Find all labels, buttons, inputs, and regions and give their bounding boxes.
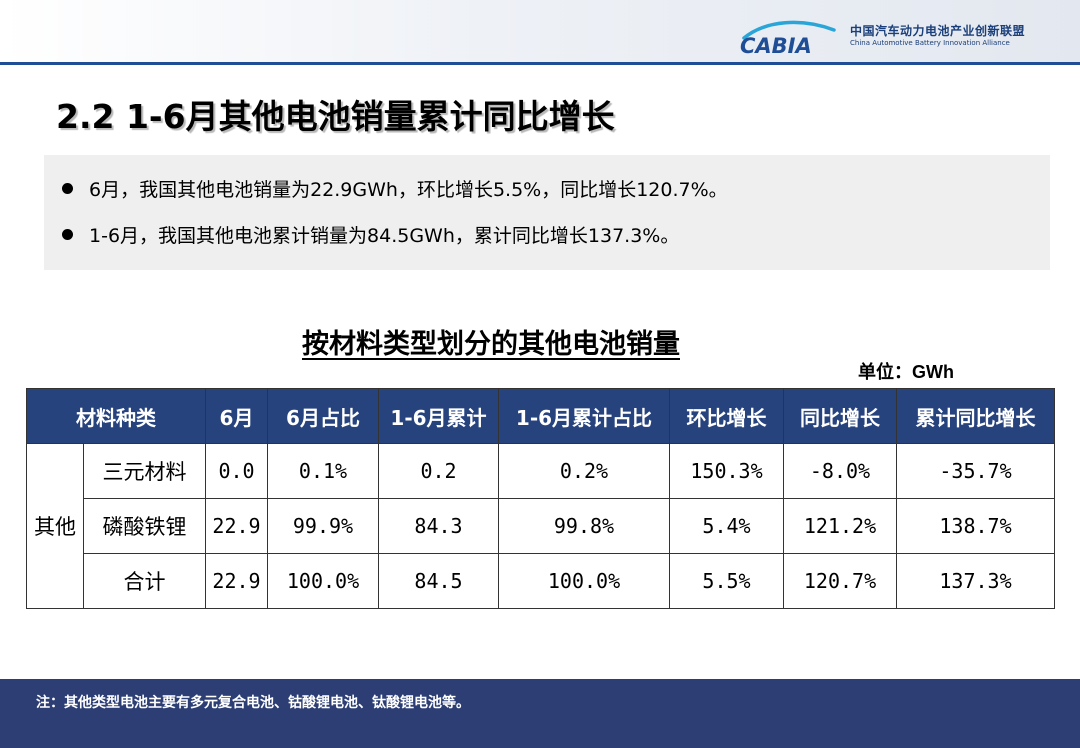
column-header: 材料种类 [26,388,206,444]
table-cell: 100.0% [498,553,670,609]
table-cell: 0.0 [205,443,268,499]
table-row: 磷酸铁锂 22.9 99.9% 84.3 99.8% 5.4% 121.2% 1… [27,498,1055,554]
column-header: 1-6月累计占比 [498,388,670,444]
column-header: 1-6月累计 [378,388,499,444]
page-title: 2.2 1-6月其他电池销量累计同比增长 [56,97,615,136]
table-cell: 121.2% [783,498,897,554]
column-header: 6月 [205,388,268,444]
header-divider [0,62,1080,65]
table-cell: 0.2% [498,443,670,499]
table-cell: 0.1% [267,443,379,499]
bullet-dot-icon [62,229,73,240]
column-header: 累计同比增长 [896,388,1055,444]
group-label: 其他 [26,443,84,609]
table-cell: 5.5% [669,553,784,609]
logo-wordmark: CABIA [740,34,812,56]
table-cell: 0.2 [378,443,499,499]
material-cell: 三元材料 [83,443,206,499]
table-title: 按材料类型划分的其他电池销量 [302,329,680,360]
table-header-row: 材料种类 6月 6月占比 1-6月累计 1-6月累计占比 环比增长 同比增长 累… [26,388,1055,444]
org-name-en: China Automotive Battery Innovation Alli… [850,39,1010,47]
bullet-dot-icon [62,183,73,194]
column-header: 同比增长 [783,388,897,444]
summary-bullet: 1-6月，我国其他电池累计销量为84.5GWh，累计同比增长137.3%。 [62,221,679,248]
summary-bullet-text: 6月，我国其他电池销量为22.9GWh，环比增长5.5%，同比增长120.7%。 [89,179,728,201]
column-header: 6月占比 [267,388,379,444]
car-logo-icon: CABIA [740,20,836,56]
table-cell: -8.0% [783,443,897,499]
summary-box: 6月，我国其他电池销量为22.9GWh，环比增长5.5%，同比增长120.7%。… [44,155,1050,270]
summary-bullet: 6月，我国其他电池销量为22.9GWh，环比增长5.5%，同比增长120.7%。 [62,175,728,202]
header-band [0,0,1080,62]
table-cell: 138.7% [896,498,1055,554]
table-cell: 99.8% [498,498,670,554]
material-cell: 合计 [83,553,206,609]
table-cell: 22.9 [205,553,268,609]
summary-bullet-text: 1-6月，我国其他电池累计销量为84.5GWh，累计同比增长137.3%。 [89,225,680,247]
material-cell: 磷酸铁锂 [83,498,206,554]
cabia-logo: CABIA 中国汽车动力电池产业创新联盟 China Automotive Ba… [738,16,1068,56]
table-row: 其他 三元材料 0.0 0.1% 0.2 0.2% 150.3% -8.0% -… [26,443,1055,609]
table-cell: -35.7% [896,443,1055,499]
table-cell: 120.7% [783,553,897,609]
footer-band: 注：其他类型电池主要有多元复合电池、钴酸锂电池、钛酸锂电池等。 [0,679,1080,748]
table-cell: 22.9 [205,498,268,554]
table-cell: 84.3 [378,498,499,554]
table-cell: 84.5 [378,553,499,609]
table-cell: 150.3% [669,443,784,499]
sales-table: 材料种类 6月 6月占比 1-6月累计 1-6月累计占比 环比增长 同比增长 累… [26,388,1055,609]
table-unit: 单位：GWh [858,362,954,382]
footer-note: 注：其他类型电池主要有多元复合电池、钴酸锂电池、钛酸锂电池等。 [36,695,470,711]
table-cell: 100.0% [267,553,379,609]
table-cell: 137.3% [896,553,1055,609]
column-header: 环比增长 [669,388,784,444]
table-row: 合计 22.9 100.0% 84.5 100.0% 5.5% 120.7% 1… [27,553,1055,609]
table-cell: 99.9% [267,498,379,554]
table-cell: 5.4% [669,498,784,554]
org-name-cn: 中国汽车动力电池产业创新联盟 [850,24,1026,38]
